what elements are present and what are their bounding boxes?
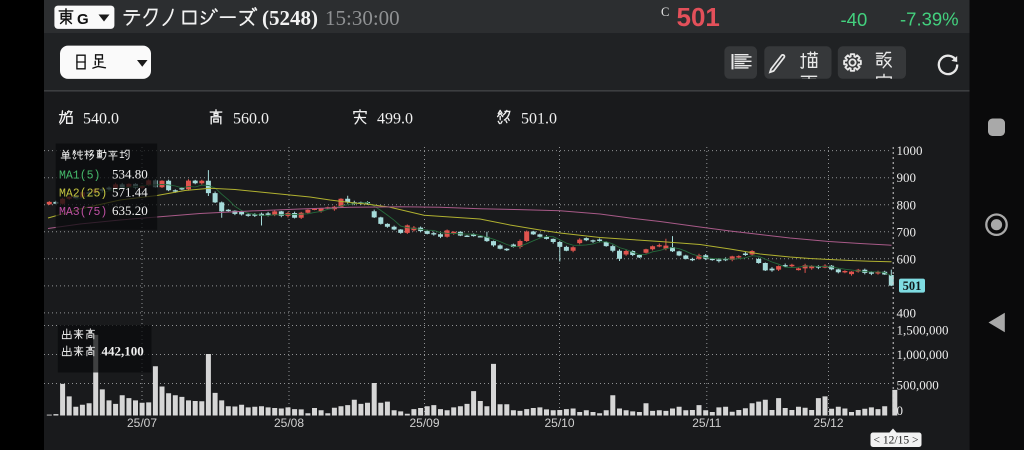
svg-text:25/07: 25/07 (127, 416, 157, 430)
svg-text:534.80: 534.80 (112, 167, 148, 182)
svg-text:-40: -40 (841, 9, 868, 30)
svg-text:15:30:00: 15:30:00 (325, 6, 400, 30)
svg-text:1000: 1000 (897, 143, 923, 158)
svg-text:400: 400 (897, 306, 917, 321)
svg-text:MA1(5): MA1(5) (59, 170, 100, 183)
svg-text:540.0: 540.0 (83, 111, 119, 128)
svg-text:25/08: 25/08 (274, 416, 304, 430)
svg-text:501.0: 501.0 (521, 111, 557, 128)
svg-text:600: 600 (897, 251, 917, 266)
svg-text:442,100: 442,100 (102, 344, 144, 359)
svg-text:501: 501 (903, 279, 922, 293)
svg-text:-7.39%: -7.39% (900, 9, 959, 30)
svg-text:0: 0 (897, 403, 904, 418)
svg-text:25/11: 25/11 (692, 416, 721, 430)
svg-text:25/10: 25/10 (544, 416, 574, 430)
svg-text:700: 700 (897, 224, 917, 239)
svg-text:1,000,000: 1,000,000 (897, 347, 949, 362)
svg-text:900: 900 (897, 170, 917, 185)
svg-text:25/12: 25/12 (813, 416, 843, 430)
svg-text:C: C (661, 5, 669, 19)
svg-text:G: G (77, 11, 89, 28)
svg-text:MA2(25): MA2(25) (59, 188, 107, 201)
svg-text:800: 800 (897, 197, 917, 212)
svg-text:500,000: 500,000 (897, 378, 939, 393)
svg-text:(5248): (5248) (262, 6, 318, 30)
svg-text:25/09: 25/09 (409, 416, 439, 430)
svg-text:571.44: 571.44 (112, 185, 148, 200)
svg-text:635.20: 635.20 (112, 203, 148, 218)
svg-text:MA3(75): MA3(75) (59, 206, 107, 219)
svg-text:560.0: 560.0 (233, 111, 269, 128)
svg-text:< 12/15 >: < 12/15 > (874, 435, 919, 447)
svg-text:1,500,000: 1,500,000 (897, 323, 949, 338)
svg-text:499.0: 499.0 (377, 111, 413, 128)
svg-text:501: 501 (677, 2, 720, 32)
